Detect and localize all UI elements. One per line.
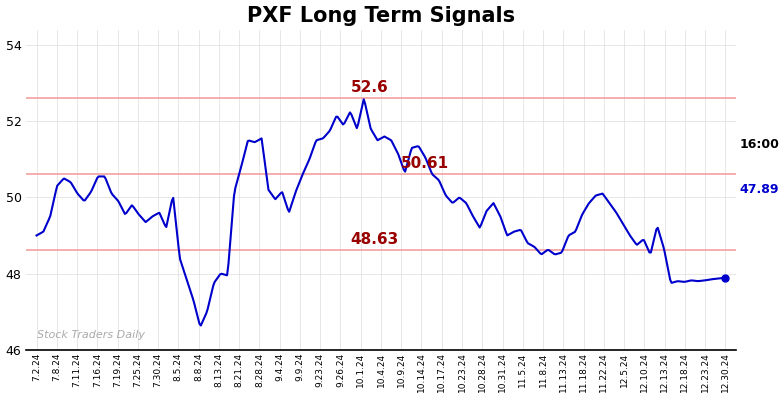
Text: 50.61: 50.61 <box>401 156 449 171</box>
Text: 16:00: 16:00 <box>739 139 779 151</box>
Title: PXF Long Term Signals: PXF Long Term Signals <box>247 6 515 25</box>
Text: 47.89: 47.89 <box>739 183 779 196</box>
Text: 48.63: 48.63 <box>350 232 399 246</box>
Text: 52.6: 52.6 <box>350 80 388 96</box>
Text: Stock Traders Daily: Stock Traders Daily <box>37 330 145 340</box>
